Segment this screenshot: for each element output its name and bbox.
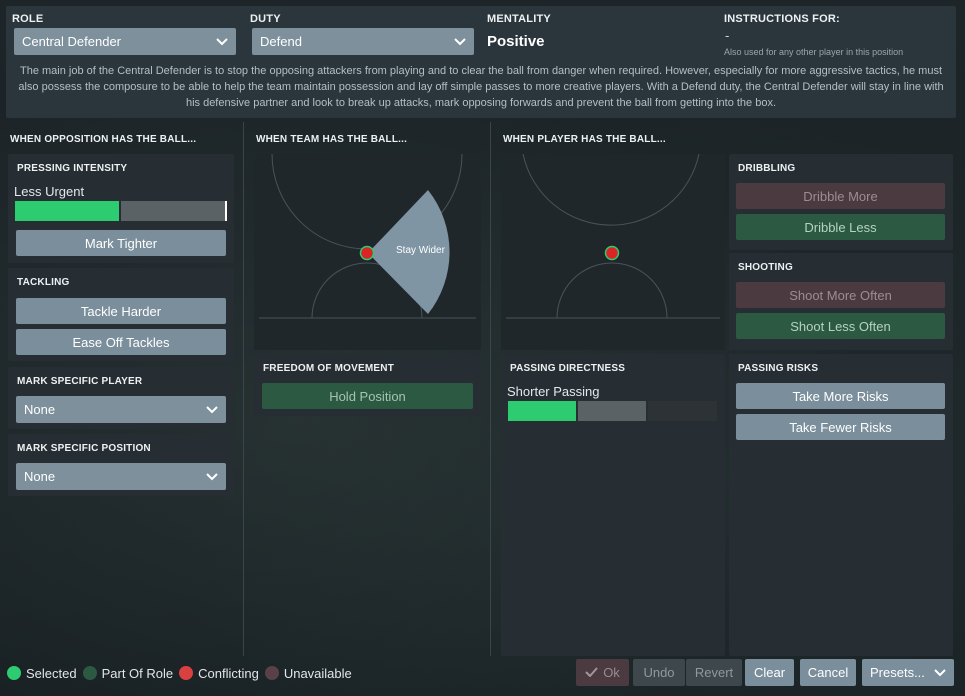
mentality-label: MENTALITY <box>487 13 551 25</box>
mark-specific-position-value: None <box>24 469 56 484</box>
pitch-lines <box>506 154 720 319</box>
legend: Selected Part Of Role Conflicting Unavai… <box>7 665 352 681</box>
instructions-for-label: INSTRUCTIONS FOR: <box>724 13 840 25</box>
mark-specific-position-panel: MARK SPECIFIC POSITION None <box>8 434 234 496</box>
column-divider <box>243 122 244 656</box>
mark-specific-player-title: MARK SPECIFIC PLAYER <box>17 376 143 387</box>
chevron-down-icon <box>208 37 236 46</box>
chevron-down-icon <box>446 37 474 46</box>
mark-specific-position-dropdown[interactable]: None <box>16 463 226 490</box>
player-position-marker <box>359 245 375 261</box>
chevron-down-icon <box>198 472 226 481</box>
legend-conflicting-label: Conflicting <box>198 665 259 681</box>
undo-button[interactable]: Undo <box>633 659 685 686</box>
take-fewer-risks-button[interactable]: Take Fewer Risks <box>736 414 945 440</box>
mark-specific-player-dropdown[interactable]: None <box>16 396 226 423</box>
clear-button[interactable]: Clear <box>745 659 794 686</box>
ok-label: Ok <box>603 665 620 680</box>
pressing-intensity-panel: PRESSING INTENSITY Less Urgent Mark Tigh… <box>8 154 234 263</box>
legend-part-of-role-label: Part Of Role <box>101 665 174 681</box>
take-more-risks-button[interactable]: Take More Risks <box>736 383 945 409</box>
shoot-more-often-button[interactable]: Shoot More Often <box>736 282 945 308</box>
stay-wider-zone <box>368 190 450 314</box>
instructions-for-value: - <box>725 28 730 43</box>
selected-dot-icon <box>7 666 21 680</box>
slider-segment <box>577 401 647 421</box>
role-value: Central Defender <box>22 34 121 49</box>
passing-directness-slider[interactable] <box>508 401 717 421</box>
shooting-panel: SHOOTING Shoot More Often Shoot Less Oft… <box>729 253 953 350</box>
opposition-section-title: WHEN OPPOSITION HAS THE BALL... <box>10 134 197 145</box>
pressing-intensity-fill <box>15 201 119 221</box>
ease-off-tackles-button[interactable]: Ease Off Tackles <box>16 329 226 355</box>
slider-divider <box>576 401 578 421</box>
dribble-more-button[interactable]: Dribble More <box>736 183 945 209</box>
instructions-note: Also used for any other player in this p… <box>724 47 904 57</box>
dribbling-title: DRIBBLING <box>738 163 796 174</box>
mark-specific-player-panel: MARK SPECIFIC PLAYER None <box>8 367 234 429</box>
tackling-title: TACKLING <box>17 277 70 288</box>
shooting-title: SHOOTING <box>738 262 793 273</box>
part-of-role-dot-icon <box>82 666 97 680</box>
tackling-panel: TACKLING Tackle Harder Ease Off Tackles <box>8 268 234 361</box>
conflicting-dot-icon <box>179 666 194 680</box>
freedom-of-movement-title: FREEDOM OF MOVEMENT <box>263 363 395 374</box>
duty-dropdown[interactable]: Defend <box>252 28 474 55</box>
ok-button[interactable]: Ok <box>576 659 629 686</box>
legend-selected-label: Selected <box>26 665 77 681</box>
unavailable-dot-icon <box>264 666 279 680</box>
duty-label: DUTY <box>250 13 281 25</box>
freedom-of-movement-panel: FREEDOM OF MOVEMENT Hold Position <box>254 354 481 416</box>
slider-divider <box>646 401 648 421</box>
revert-button[interactable]: Revert <box>686 659 742 686</box>
column-divider <box>490 122 491 656</box>
presets-dropdown[interactable]: Presets... <box>862 659 954 686</box>
pressing-intensity-title: PRESSING INTENSITY <box>17 163 128 174</box>
tackle-harder-button[interactable]: Tackle Harder <box>16 298 226 324</box>
passing-directness-title: PASSING DIRECTNESS <box>510 363 626 374</box>
passing-risks-title: PASSING RISKS <box>738 363 819 374</box>
passing-directness-value: Shorter Passing <box>507 384 600 399</box>
pressing-intensity-slider[interactable] <box>15 201 227 221</box>
role-header-panel: ROLE Central Defender DUTY Defend MENTAL… <box>6 6 956 118</box>
legend-unavailable-label: Unavailable <box>283 665 352 681</box>
pitch-lines <box>259 154 476 319</box>
role-label: ROLE <box>12 13 44 25</box>
team-pitch[interactable]: Stay Wider <box>254 154 481 350</box>
slider-divider <box>119 201 121 221</box>
dribbling-panel: DRIBBLING Dribble More Dribble Less <box>729 154 953 250</box>
role-dropdown[interactable]: Central Defender <box>14 28 236 55</box>
chevron-down-icon <box>198 405 226 414</box>
slider-end-marker <box>225 201 227 221</box>
pressing-intensity-value: Less Urgent <box>14 184 85 199</box>
mark-specific-player-value: None <box>24 402 56 417</box>
player-position-marker <box>604 245 620 261</box>
role-description: The main job of the Central Defender is … <box>18 65 944 109</box>
team-section-title: WHEN TEAM HAS THE BALL... <box>256 134 408 145</box>
passing-directness-panel: PASSING DIRECTNESS Shorter Passing <box>501 354 725 656</box>
passing-risks-panel: PASSING RISKS Take More Risks Take Fewer… <box>729 354 953 656</box>
duty-value: Defend <box>260 34 302 49</box>
mentality-value: Positive <box>487 33 545 50</box>
hold-position-button[interactable]: Hold Position <box>262 383 473 409</box>
chevron-down-icon <box>934 665 946 680</box>
player-pitch[interactable] <box>501 154 725 350</box>
presets-label: Presets... <box>870 665 925 680</box>
passing-directness-fill <box>508 401 577 421</box>
check-icon <box>585 665 598 680</box>
dribble-less-button[interactable]: Dribble Less <box>736 214 945 240</box>
mark-specific-position-title: MARK SPECIFIC POSITION <box>17 443 151 454</box>
cancel-button[interactable]: Cancel <box>800 659 856 686</box>
shoot-less-often-button[interactable]: Shoot Less Often <box>736 313 945 339</box>
player-section-title: WHEN PLAYER HAS THE BALL... <box>503 134 666 145</box>
mark-tighter-button[interactable]: Mark Tighter <box>16 230 226 256</box>
stay-wider-label: Stay Wider <box>396 245 445 256</box>
